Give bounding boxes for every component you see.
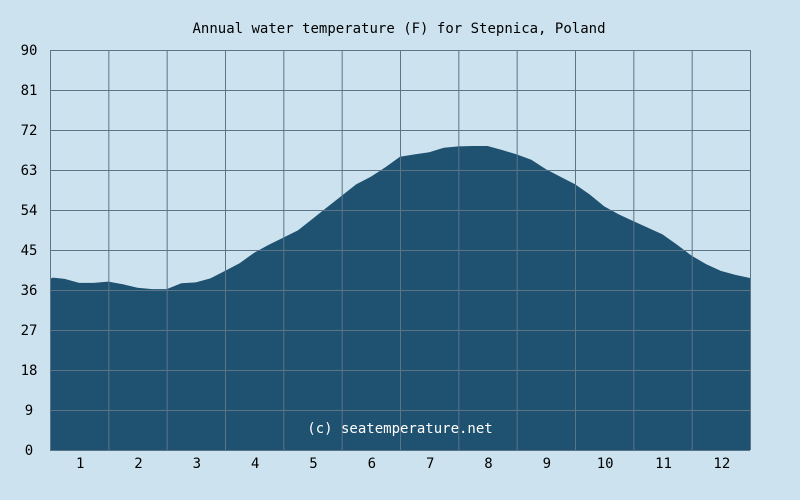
x-tick-label: 11 (655, 456, 672, 472)
x-tick-label: 12 (713, 456, 730, 472)
y-tick-label: 90 (21, 43, 38, 59)
x-tick-label: 7 (426, 456, 434, 472)
x-tick-label: 9 (543, 456, 551, 472)
y-tick-label: 81 (21, 83, 38, 99)
y-tick-label: 9 (25, 403, 33, 419)
y-axis-ticks: 0 9 18 27 36 45 54 63 72 81 90 (21, 43, 38, 459)
y-tick-label: 45 (21, 243, 38, 259)
y-tick-label: 36 (21, 283, 38, 299)
x-tick-label: 10 (597, 456, 614, 472)
x-tick-label: 2 (134, 456, 142, 472)
x-tick-label: 6 (368, 456, 376, 472)
x-axis-ticks: 1 2 3 4 5 6 7 8 9 10 11 12 (76, 456, 730, 472)
y-tick-label: 72 (21, 123, 38, 139)
y-tick-label: 63 (21, 163, 38, 179)
watermark-text: (c) seatemperature.net (307, 421, 492, 437)
chart-title: Annual water temperature (F) for Stepnic… (192, 21, 605, 37)
x-tick-label: 4 (251, 456, 259, 472)
x-tick-label: 1 (76, 456, 84, 472)
grid-lines (50, 50, 751, 451)
x-tick-label: 5 (309, 456, 317, 472)
x-tick-label: 8 (484, 456, 492, 472)
y-tick-label: 0 (25, 443, 33, 459)
y-tick-label: 54 (21, 203, 38, 219)
x-tick-label: 3 (193, 456, 201, 472)
y-tick-label: 18 (21, 363, 38, 379)
y-tick-label: 27 (21, 323, 38, 339)
